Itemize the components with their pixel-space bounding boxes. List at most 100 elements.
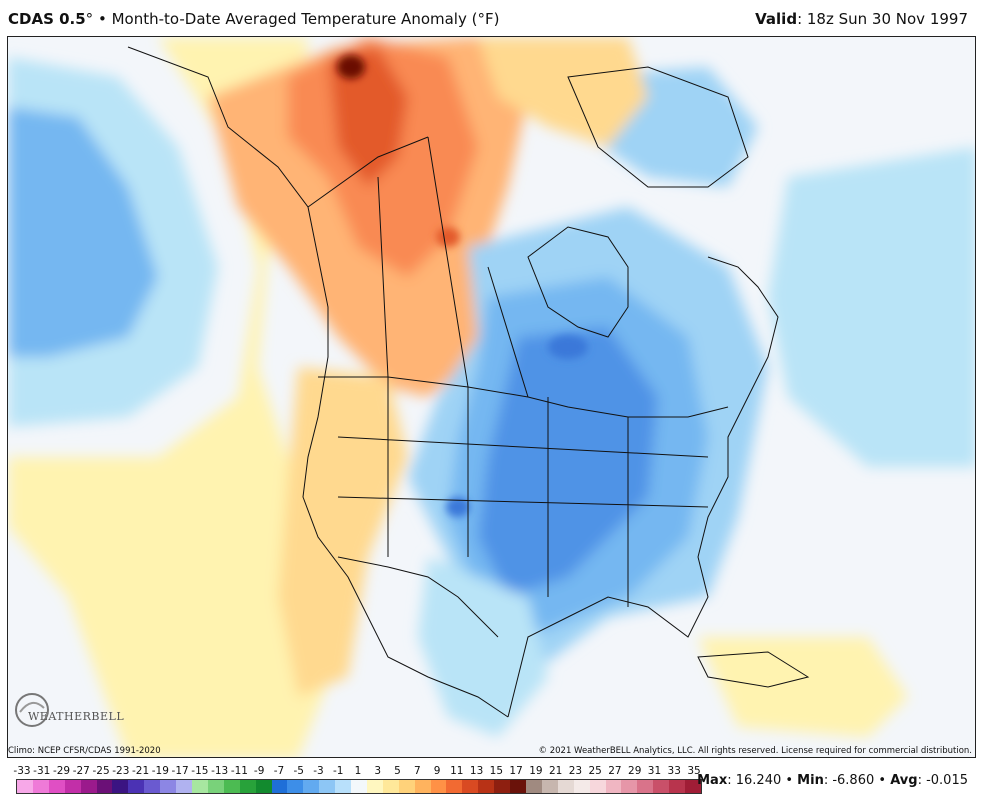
cool-min-spot <box>446 497 470 517</box>
scale-swatch <box>255 780 272 793</box>
scale-label: 35 <box>687 765 701 777</box>
scale-label: -15 <box>191 765 209 777</box>
scale-label: 13 <box>469 765 484 777</box>
scale-swatch <box>319 780 336 793</box>
scale-swatch <box>653 780 670 793</box>
map-title: CDAS 0.5° • Month-to-Date Averaged Tempe… <box>8 10 499 28</box>
scale-swatch <box>112 780 129 793</box>
scale-label: 11 <box>450 765 464 777</box>
scale-swatch <box>223 780 240 793</box>
scale-swatch <box>478 780 495 793</box>
scale-swatch <box>239 780 256 793</box>
scale-swatch <box>366 780 383 793</box>
copyright-note: © 2021 WeatherBELL Analytics, LLC. All r… <box>538 746 972 756</box>
scale-bar <box>16 779 702 794</box>
logo-text: WEATHERBELL <box>28 710 125 723</box>
scale-label: 9 <box>433 765 441 777</box>
atlantic-cool-field <box>768 147 975 467</box>
scale-swatch <box>589 780 606 793</box>
alaska-border <box>307 136 429 208</box>
scale-swatch <box>462 780 479 793</box>
caribbean-warm-field <box>698 637 908 737</box>
scale-swatch <box>48 780 65 793</box>
scale-label: -13 <box>211 765 229 777</box>
arctic-warm-field <box>478 37 648 147</box>
scale-label: 15 <box>489 765 504 777</box>
scale-label: -23 <box>112 765 130 777</box>
scale-swatch <box>637 780 654 793</box>
scale-swatch <box>128 780 145 793</box>
max-label: Max <box>697 773 728 788</box>
scale-swatch <box>669 780 686 793</box>
cuba <box>697 651 810 688</box>
scale-swatch <box>510 780 526 793</box>
stats: Max: 16.240 • Min: -6.860 • Avg: -0.015 <box>697 773 968 788</box>
scale-swatch <box>191 780 208 793</box>
map-svg <box>8 37 975 757</box>
valid-label: Valid <box>755 10 798 28</box>
scale-label: 7 <box>413 765 421 777</box>
degree-mark: ° <box>85 10 94 28</box>
scale-swatch <box>382 780 399 793</box>
logo-swirl-icon <box>15 693 49 727</box>
state-lines <box>337 377 709 607</box>
anomaly-map <box>7 36 976 758</box>
weatherbell-logo: WEATHERBELL <box>12 690 124 738</box>
map-borders <box>127 46 810 718</box>
scale-swatch <box>271 780 288 793</box>
west-warm-field <box>278 367 408 697</box>
scale-label: -29 <box>52 765 71 777</box>
scale-label: 29 <box>628 765 642 777</box>
scale-label: 1 <box>354 765 362 777</box>
central-cool-center <box>478 327 658 597</box>
product-name: Month-to-Date Averaged Temperature Anoma… <box>111 10 500 28</box>
coastline-gulf <box>507 256 779 718</box>
scale-swatch <box>287 780 304 793</box>
scale-swatch <box>17 780 33 793</box>
scale-label: -27 <box>72 765 90 777</box>
mexico-cool-field <box>418 557 548 737</box>
scale-label: -7 <box>273 765 285 777</box>
coastline-west <box>127 46 509 718</box>
scale-swatch <box>430 780 447 793</box>
us-mexico-border <box>337 556 499 638</box>
scale-swatch <box>303 780 320 793</box>
cool-spot-2 <box>548 335 588 359</box>
scale-swatch <box>494 780 511 793</box>
scale-label: -21 <box>132 765 150 777</box>
scale-swatch <box>32 780 49 793</box>
scale-swatch <box>557 780 574 793</box>
scale-swatch <box>207 780 224 793</box>
scale-labels: -33 -31 -29 -27 -25 -23 -21 -19 -17 -15 -13 -11 -9 -7… <box>13 765 706 779</box>
scale-label: -3 <box>313 765 324 777</box>
avg-label: Avg <box>890 773 918 788</box>
scale-label: -11 <box>230 765 248 777</box>
scale-swatch <box>398 780 415 793</box>
province-lines <box>377 136 529 398</box>
title-bullet: • <box>97 10 107 28</box>
stats-sep-1: • <box>781 773 798 788</box>
scale-label: -5 <box>293 765 304 777</box>
scale-label: 23 <box>568 765 583 777</box>
hudson-bay <box>527 226 629 338</box>
scale-swatch <box>96 780 113 793</box>
warm-spot-2 <box>436 227 460 247</box>
scale-label: -33 <box>13 765 31 777</box>
valid-value: : 18z Sun 30 Nov 1997 <box>797 10 968 28</box>
scale-swatch <box>335 780 352 793</box>
warm-max-spot <box>337 55 365 79</box>
anomaly-extremes <box>337 55 588 517</box>
scale-swatch <box>160 780 177 793</box>
scale-swatch <box>414 780 431 793</box>
scale-label: -9 <box>253 765 265 777</box>
pacific-cool-core <box>8 107 158 357</box>
scale-label: 21 <box>548 765 563 777</box>
scale-swatch <box>80 780 97 793</box>
header: CDAS 0.5° • Month-to-Date Averaged Tempe… <box>0 0 984 36</box>
scale-swatch <box>605 780 622 793</box>
model-name: CDAS 0.5 <box>8 10 86 28</box>
scale-label: 5 <box>394 765 401 777</box>
scale-label: -19 <box>151 765 169 777</box>
scale-swatch <box>144 780 161 793</box>
climo-note: Climo: NCEP CFSR/CDAS 1991-2020 <box>8 746 161 756</box>
